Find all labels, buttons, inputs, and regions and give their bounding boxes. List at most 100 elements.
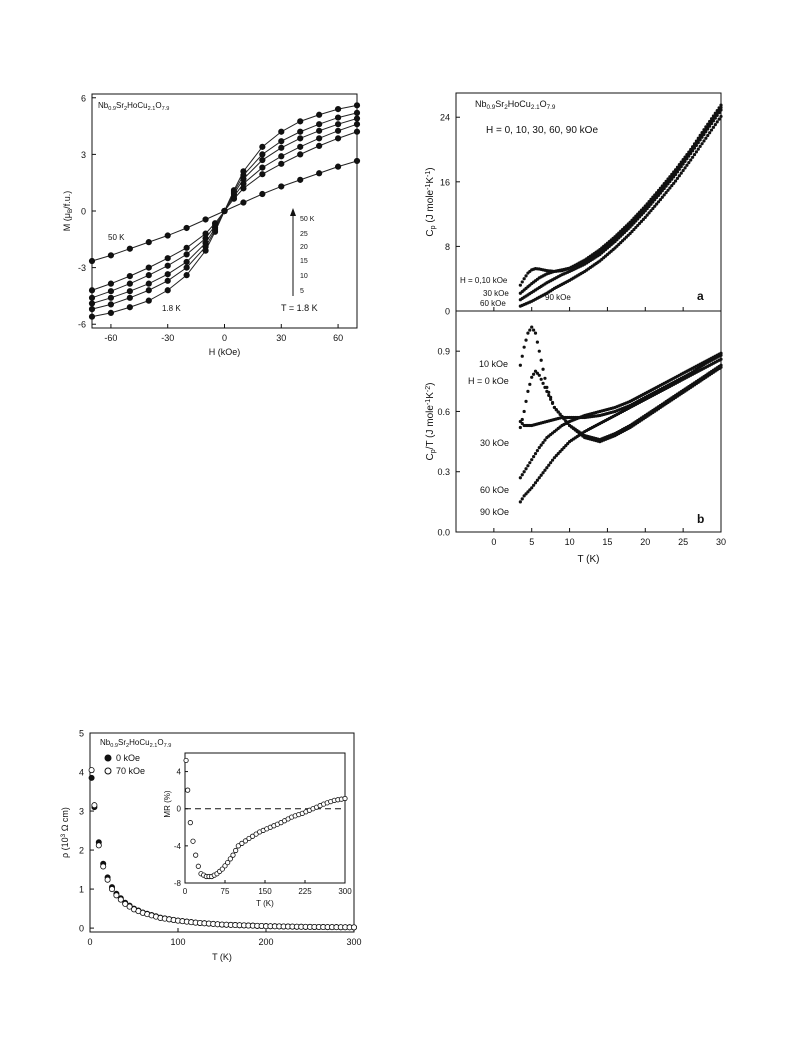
magnetization-series-point: [278, 153, 285, 160]
cpt-series-point: [552, 405, 557, 410]
cp-x-tick-label: 5: [529, 537, 534, 547]
magnetization-series-point: [145, 264, 152, 271]
cp-series-point: [670, 177, 674, 181]
cpt-series-point: [533, 481, 538, 485]
cpt-label-90: 90 kOe: [480, 507, 509, 517]
magnetization-series-point: [164, 255, 171, 262]
resistivity-70kOe-point: [91, 802, 98, 809]
cpt-series-point: [518, 500, 522, 504]
resistivity-70kOe-point: [104, 876, 111, 883]
magnetization-series-point: [107, 280, 115, 287]
mr-point: [183, 757, 189, 764]
mr-point: [195, 863, 201, 869]
cp-series-point: [719, 114, 723, 119]
cp-series-point: [651, 200, 655, 204]
resistivity-70kOe-point: [109, 886, 116, 893]
cpt-series-point: [526, 490, 530, 494]
cp-series-point: [715, 113, 719, 118]
cpt-label-30: 30 kOe: [480, 438, 509, 448]
magnetization-series-point: [126, 294, 133, 301]
magnetization-series-point: [259, 164, 266, 171]
cp-series-point: [700, 142, 704, 146]
cp-x-tick-label: 10: [565, 537, 575, 547]
cpt-series-point: [520, 473, 524, 477]
cp-series-point: [647, 211, 651, 215]
cp-series-point: [630, 223, 634, 227]
magnetization-series-point: [126, 288, 133, 295]
cpt-series-point: [530, 325, 534, 329]
magnetization-series-point: [88, 257, 96, 265]
cp-series-point: [704, 130, 708, 134]
cp-series-point: [694, 143, 698, 147]
magnetization-series-point: [230, 195, 238, 202]
resistivity-70kOe-point: [122, 900, 129, 907]
cp-series-point: [683, 159, 687, 164]
magnetization-series-point: [259, 171, 266, 178]
mr-point: [219, 866, 225, 872]
cpt-series-point: [560, 448, 564, 452]
cpt-series-point: [547, 463, 551, 467]
mr-point: [342, 795, 348, 802]
cpt-series-point: [541, 367, 545, 371]
cp-series-point: [656, 193, 661, 197]
magnetization-series-point: [334, 121, 342, 128]
cp-y-tick-label: 16: [440, 177, 450, 187]
cpt-series-point: [539, 473, 543, 477]
magnetization-series-point: [353, 115, 361, 122]
magnetization-y-tick-label: 6: [81, 93, 86, 103]
magnetization-series-point: [107, 301, 115, 308]
cp-y-tick-label: 24: [440, 113, 450, 123]
magnetization-series-point: [126, 280, 133, 287]
resistivity-y-tick-label: 2: [79, 846, 84, 856]
cpt-series-point: [520, 417, 524, 422]
resistivity-70kOe-point: [117, 896, 124, 903]
resistivity-70kOe-point: [95, 842, 102, 849]
legend-marker-70kOe: [104, 767, 112, 775]
magnetization-series-point: [240, 199, 247, 206]
temperature-legend-entry: 5: [300, 288, 304, 295]
magnetization-series-point: [334, 127, 342, 134]
magnetization-label-1-8K: 1.8 K: [162, 304, 181, 313]
magnetization-series-point: [316, 111, 323, 118]
temperature-arrow-head: [290, 208, 296, 216]
magnetization-series-point: [164, 232, 171, 239]
cp-series-point: [666, 182, 670, 186]
mr-y-tick-label: 4: [177, 768, 182, 777]
magnetization-series-point: [297, 118, 304, 125]
cpt-series-point: [532, 483, 536, 487]
cp-series-point: [719, 105, 723, 110]
cp-series-point: [653, 204, 657, 208]
cp-series-point: [639, 219, 644, 223]
magnetization-series-point: [164, 287, 171, 294]
cp-series-point: [681, 162, 685, 166]
cp-series-point: [685, 157, 689, 161]
cp-series-point: [706, 133, 710, 138]
mr-y-tick-label: -4: [174, 842, 182, 851]
cpt-series-point: [545, 389, 549, 393]
magnetization-series-point: [145, 239, 152, 246]
cpt-series-point: [539, 358, 543, 362]
cp-series-point: [702, 139, 706, 143]
cpt-series-point: [518, 476, 522, 480]
cp-series-point: [664, 184, 668, 188]
cpt-series-point: [524, 399, 528, 404]
cp-series-point: [638, 215, 642, 219]
magnetization-series-point: [126, 245, 133, 252]
magnetization-series-point: [202, 216, 209, 223]
cpt-y-tick-label: 0.3: [437, 467, 450, 477]
resistivity-x-tick-label: 100: [170, 937, 185, 947]
cp-x-axis-label: T (K): [577, 554, 599, 565]
cpt-label-60: 60 kOe: [480, 485, 509, 495]
cpt-series-point: [554, 408, 558, 412]
cpt-series-point: [549, 461, 553, 465]
cp-series-point: [677, 167, 681, 171]
cp-series-point: [660, 189, 664, 193]
temperature-legend-entry: 10: [300, 273, 308, 280]
mr-y-tick-label: 0: [177, 805, 182, 814]
cpt-series-point: [528, 328, 532, 332]
cpt-series-point: [526, 331, 530, 335]
resistivity-70kOe-point: [350, 924, 357, 931]
resistivity-x-tick-label: 300: [346, 937, 361, 947]
cpt-series-point: [543, 385, 547, 389]
cp-series-point: [668, 186, 672, 190]
